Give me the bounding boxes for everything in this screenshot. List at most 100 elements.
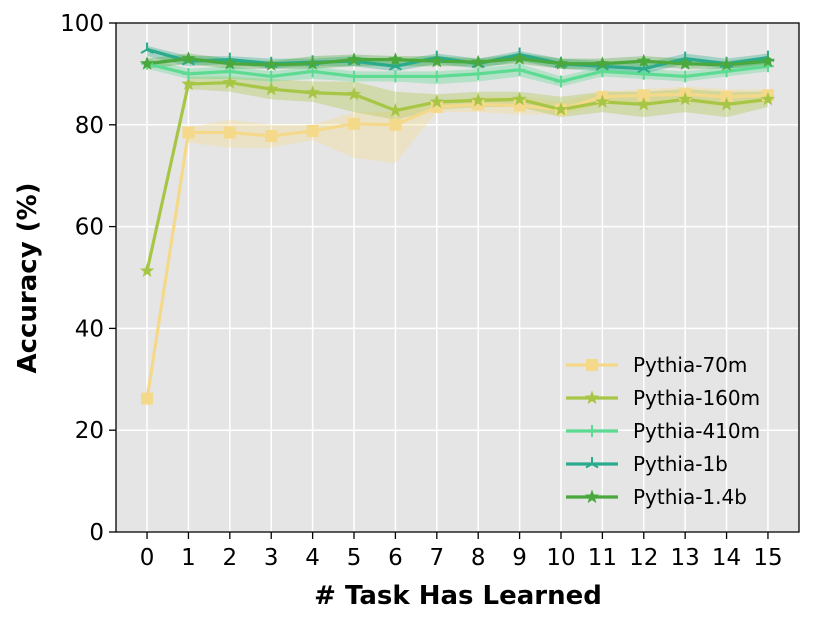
data-point	[429, 53, 444, 68]
series-line-4	[146, 57, 769, 67]
y-tick-label: 100	[60, 11, 104, 37]
data-point	[140, 42, 154, 54]
data-point	[554, 75, 567, 88]
x-axis: 0 1 2 3 4 5 6 7 8 9 10 11 12 13 14 15	[140, 532, 783, 571]
data-point	[346, 52, 362, 66]
series-line-2	[146, 62, 769, 84]
data-point	[348, 70, 361, 83]
series-lines	[145, 47, 769, 399]
data-point	[471, 92, 486, 107]
data-point	[265, 70, 278, 83]
legend-swatch-marker	[584, 390, 600, 405]
y-tick-label: 80	[75, 113, 104, 139]
data-point	[264, 57, 279, 71]
legend-label: Pythia-70m	[633, 353, 747, 377]
legend-swatch-marker	[586, 425, 598, 437]
data-point	[222, 75, 237, 89]
data-point	[139, 56, 155, 70]
x-tick-label: 8	[471, 545, 486, 571]
data-point	[264, 81, 279, 96]
data-point	[679, 70, 692, 83]
data-point	[636, 96, 651, 111]
x-axis-title: # Task Has Learned	[314, 581, 602, 611]
data-point	[388, 52, 403, 66]
data-point	[182, 126, 195, 139]
data-point	[430, 70, 443, 83]
x-tick-label: 10	[546, 545, 575, 571]
x-tick-label: 2	[223, 545, 238, 571]
y-axis-title: Accuracy (%)	[13, 182, 43, 373]
data-point	[720, 90, 733, 103]
legend-swatch-marker	[586, 359, 598, 371]
data-point	[182, 67, 195, 80]
data-point	[348, 117, 361, 130]
data-point	[181, 76, 196, 91]
data-point	[595, 56, 610, 70]
data-point	[389, 70, 402, 83]
data-point	[678, 56, 693, 70]
data-point	[265, 129, 278, 142]
data-point	[595, 94, 610, 108]
data-point	[346, 86, 362, 101]
y-axis: 0 20 40 60 80 100	[60, 11, 116, 546]
x-tick-label: 4	[305, 545, 320, 571]
data-point	[222, 56, 237, 70]
confidence-band-2	[147, 58, 768, 87]
x-tick-label: 13	[671, 545, 700, 571]
x-tick-label: 5	[347, 545, 362, 571]
legend-label: Pythia-1b	[633, 452, 728, 476]
data-point	[139, 263, 155, 277]
legend-swatch-marker	[585, 457, 599, 469]
legend: Pythia-70m Pythia-160m Pythia-410m Pythia-1…	[566, 353, 760, 509]
series-line-0	[145, 92, 769, 399]
data-point	[513, 63, 526, 76]
legend-label: Pythia-410m	[633, 419, 760, 443]
data-point	[553, 56, 569, 70]
x-tick-label: 12	[629, 545, 658, 571]
y-tick-label: 40	[75, 316, 104, 342]
data-point	[389, 118, 402, 131]
data-point	[429, 94, 444, 108]
x-tick-label: 3	[264, 545, 279, 571]
data-point	[306, 124, 319, 137]
data-point	[471, 54, 486, 69]
x-tick-label: 1	[181, 545, 196, 571]
data-point	[223, 126, 236, 139]
data-point	[760, 91, 776, 106]
data-point	[305, 56, 320, 70]
legend-swatch-marker	[584, 489, 600, 504]
data-point	[305, 85, 320, 99]
plot-frame	[115, 22, 800, 533]
data-point	[512, 91, 527, 106]
x-tick-label: 6	[388, 545, 403, 571]
x-tick-label: 0	[140, 545, 155, 571]
data-point	[678, 91, 693, 106]
series-line-1	[145, 80, 769, 272]
x-tick-label: 14	[712, 545, 741, 571]
data-point	[512, 51, 527, 65]
y-tick-label: 0	[89, 520, 104, 546]
y-tick-label: 20	[75, 418, 104, 444]
data-point	[306, 65, 319, 78]
data-point	[472, 67, 485, 80]
legend-label: Pythia-160m	[633, 386, 760, 410]
series-markers	[139, 42, 776, 405]
data-point	[141, 392, 154, 405]
data-point	[181, 51, 196, 65]
x-tick-label: 9	[512, 545, 527, 571]
x-tick-label: 15	[753, 545, 782, 571]
data-point	[760, 53, 776, 68]
data-point	[636, 53, 651, 68]
grid	[116, 22, 799, 533]
data-point	[223, 65, 236, 78]
x-tick-label: 7	[429, 545, 444, 571]
y-tick-label: 60	[75, 215, 104, 241]
legend-label: Pythia-1.4b	[633, 485, 747, 509]
data-point	[553, 102, 569, 116]
data-point	[388, 103, 403, 117]
data-point	[637, 89, 650, 102]
x-tick-label: 11	[588, 545, 617, 571]
data-point	[719, 57, 734, 71]
data-point	[719, 96, 734, 111]
